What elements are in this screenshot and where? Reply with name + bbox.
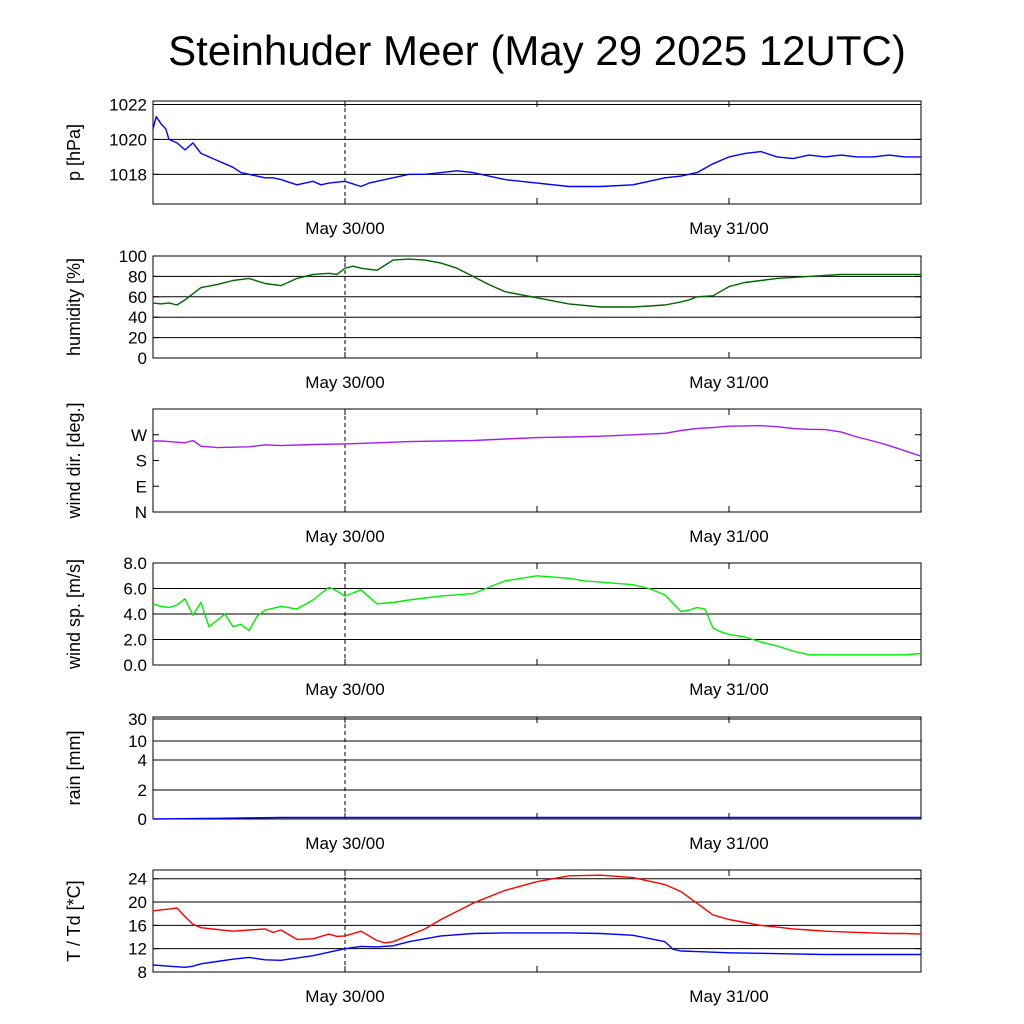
rain-y-axis-label: rain [mm] [64,730,84,805]
temperature-y-tick-label: 20 [128,893,147,912]
wind_speed-y-tick-label: 6.0 [123,580,147,599]
humidity-y-tick-label: 0 [138,349,147,368]
wind_speed-panel: 0.0 2.0 4.0 6.0 8.0 wind sp. [m/s] May 30/00 Ma… [64,554,922,699]
wind_dir-x-tick-label: May 30/00 [305,527,384,546]
pressure-series-line-0 [152,115,921,188]
wind_dir-x-tick-label: May 31/00 [689,527,768,546]
wind_speed-x-tick-label: May 30/00 [305,680,384,699]
temperature-x-tick-label: May 31/00 [689,987,768,1006]
wind_speed-y-tick-label: 8.0 [123,554,147,573]
wind_dir-y-tick-label: N [135,503,147,522]
pressure-y-tick-label: 1020 [109,130,147,149]
temperature-series-line-0 [152,874,922,944]
wind_dir-y-tick-label: E [136,477,147,496]
pressure-x-tick-label: May 30/00 [305,219,384,238]
temperature-y-tick-label: 16 [128,916,147,935]
humidity-y-tick-label: 80 [128,267,147,286]
humidity-x-tick-label: May 30/00 [305,373,384,392]
temperature-y-axis-label: T / Td [*C] [64,880,84,961]
wind_speed-x-tick-label: May 31/00 [689,680,768,699]
humidity-series-line-0 [152,258,921,308]
rain-x-tick-label: May 31/00 [689,834,768,853]
humidity-y-tick-label: 100 [119,247,147,266]
temperature-y-tick-label: 8 [138,963,147,982]
rain-x-tick-label: May 30/00 [305,834,384,853]
rain-y-tick-label: 30 [128,710,147,729]
rain-series-line-0 [152,816,921,820]
humidity-y-tick-label: 20 [128,329,147,348]
wind_dir-series-line-0 [153,424,922,457]
temperature-panel: 8 12 16 20 24 T / Td [*C] May 30/00 May 31/00 [64,869,922,1006]
wind_speed-y-tick-label: 0.0 [123,656,147,675]
rain-y-tick-label: 2 [138,781,147,800]
wind_dir-frame [152,408,922,513]
pressure-y-axis-label: p [hPa] [64,124,84,181]
temperature-series-line-1 [152,932,921,968]
pressure-frame [152,100,922,205]
pressure-y-tick-label: 1022 [109,95,147,114]
rain-y-tick-label: 10 [128,732,147,751]
rain-frame [152,716,922,820]
wind_speed-y-tick-label: 4.0 [123,605,147,624]
wind_speed-y-tick-label: 2.0 [123,631,147,650]
wind_dir-y-tick-label: W [131,426,147,445]
pressure-x-tick-label: May 31/00 [689,219,768,238]
chart-title: Steinhuder Meer (May 29 2025 12UTC) [168,27,906,74]
temperature-y-tick-label: 12 [128,940,147,959]
temperature-x-tick-label: May 30/00 [305,987,384,1006]
temperature-y-tick-label: 24 [128,870,147,889]
temperature-frame [152,869,922,973]
wind_speed-y-axis-label: wind sp. [m/s] [64,559,84,670]
humidity-y-axis-label: humidity [%] [64,258,84,356]
rain-y-tick-label: 0 [138,810,147,829]
humidity-y-tick-label: 60 [128,288,147,307]
wind_dir-y-tick-label: S [136,452,147,471]
humidity-frame [152,255,922,359]
wind_dir-y-axis-label: wind dir. [deg.] [64,402,84,519]
humidity-x-tick-label: May 31/00 [689,373,768,392]
pressure-panel: 1018 1020 1022 p [hPa] May 30/00 May 31/00 [64,95,922,238]
pressure-y-tick-label: 1018 [109,165,147,184]
rain-panel: 0 2 410 30 rain [mm] May 30/00 May 31/00 [64,710,922,853]
rain-y-tick-label: 4 [138,751,147,770]
wind_speed-series-line-0 [152,575,922,656]
humidity-y-tick-label: 40 [128,308,147,327]
